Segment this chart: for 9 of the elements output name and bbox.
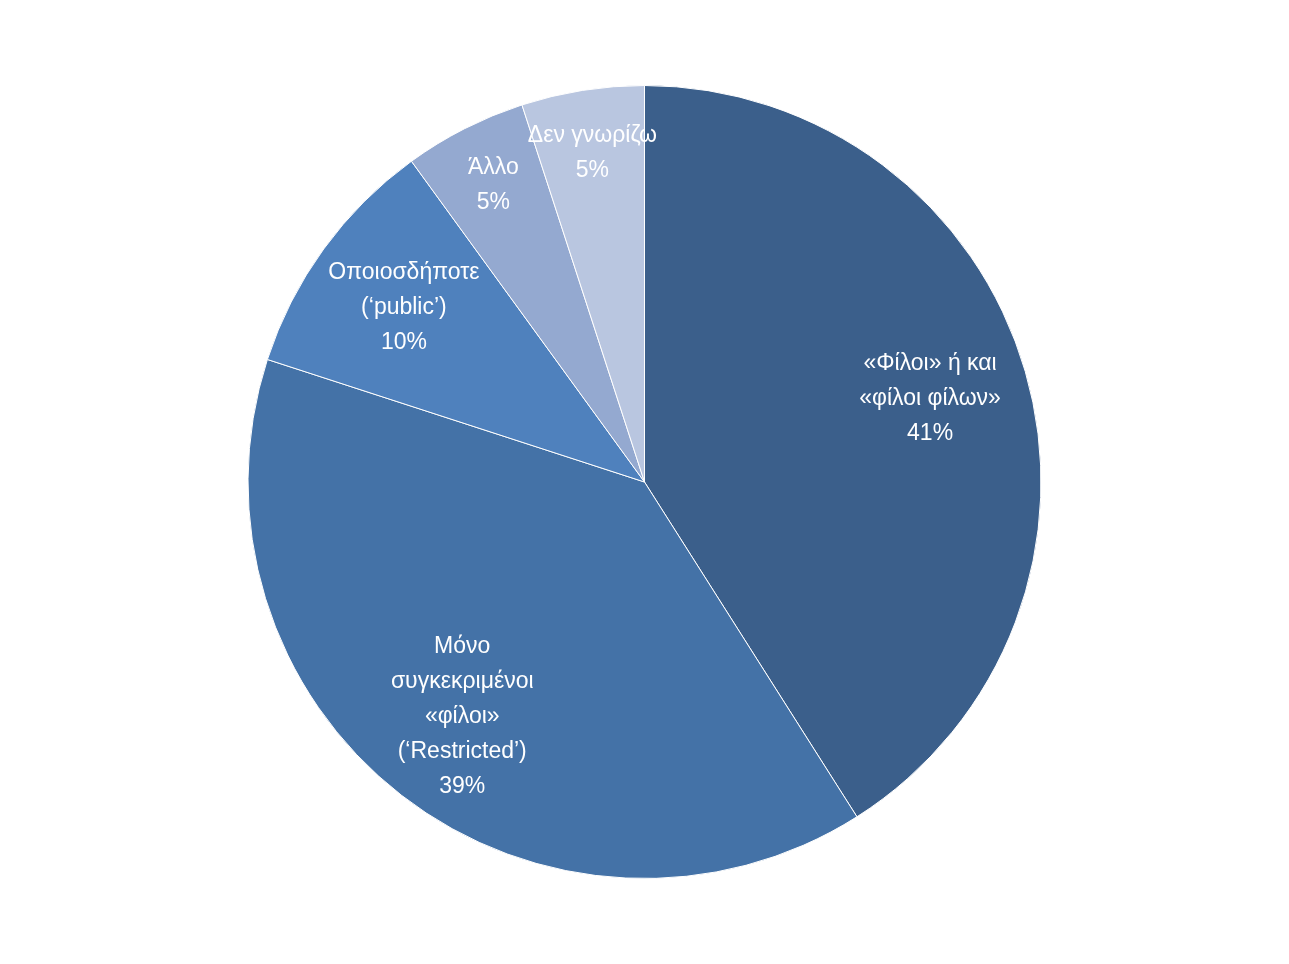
slice-label: «Φίλοι» ή και «φίλοι φίλων» <box>859 349 1001 411</box>
data-label: 10% <box>380 327 427 354</box>
data-label: 41% <box>907 419 954 446</box>
slice-label: Οποιοσδήποτε (‘public’) <box>328 257 480 319</box>
slice-label: Άλλο <box>467 153 519 180</box>
data-label: 5% <box>575 155 610 182</box>
data-label: 39% <box>439 772 486 799</box>
slice-label: Μόνο συγκεκριμένοι «φίλοι» (‘Restricted’) <box>390 632 534 764</box>
data-label: 5% <box>476 188 510 215</box>
